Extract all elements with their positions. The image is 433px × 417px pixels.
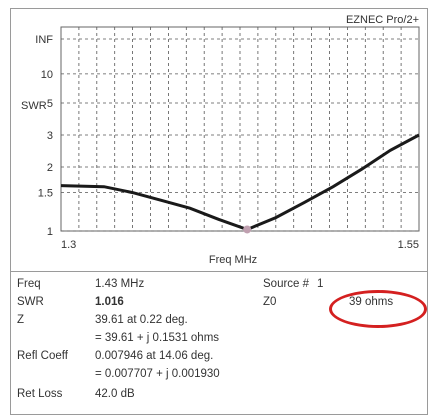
x-axis-label: Freq MHz bbox=[209, 254, 257, 266]
z-value-polar: 39.61 at 0.22 deg. bbox=[95, 314, 188, 326]
y-tick-label: 10 bbox=[41, 69, 53, 81]
y-tick-label: INF bbox=[35, 34, 53, 46]
z-label: Z bbox=[17, 314, 25, 326]
x-tick-label: 1.3 bbox=[61, 239, 76, 251]
source-label: Source # bbox=[263, 278, 310, 290]
y-tick-label: 3 bbox=[47, 130, 53, 142]
z0-highlight-ring bbox=[329, 290, 427, 328]
y-tick-labels: 1 1.5 2 3 5 10 INF bbox=[35, 34, 53, 238]
source-value: 1 bbox=[317, 278, 324, 290]
z0-label: Z0 bbox=[263, 296, 277, 308]
frequency-marker[interactable] bbox=[243, 225, 252, 234]
y-axis-label: SWR bbox=[21, 100, 47, 112]
freq-value: 1.43 MHz bbox=[95, 278, 145, 290]
swr-value: 1.016 bbox=[95, 296, 124, 308]
refl-coeff-rect: = 0.007707 + j 0.001930 bbox=[95, 368, 220, 380]
y-tick-label: 2 bbox=[47, 162, 53, 174]
swr-chart: 1 1.5 2 3 5 10 INF 1.3 1.55 EZNEC Pro/2+ SWR Fr… bbox=[21, 14, 420, 266]
eznec-swr-window: 1 1.5 2 3 5 10 INF 1.3 1.55 EZNEC Pro/2+ SWR Fr… bbox=[10, 8, 428, 415]
z-value-rect: = 39.61 + j 0.1531 ohms bbox=[95, 332, 220, 344]
info-panel: Freq 1.43 MHz Source # 1 SWR 1.016 Z0 39… bbox=[11, 272, 427, 414]
y-tick-label: 1 bbox=[47, 226, 53, 238]
return-loss-value: 42.0 dB bbox=[95, 388, 135, 400]
swr-label: SWR bbox=[17, 296, 44, 308]
brand-label: EZNEC Pro/2+ bbox=[346, 14, 419, 26]
refl-coeff-polar: 0.007946 at 14.06 deg. bbox=[95, 350, 214, 362]
return-loss-label: Ret Loss bbox=[17, 388, 63, 400]
y-tick-label: 5 bbox=[47, 98, 53, 110]
refl-coeff-label: Refl Coeff bbox=[17, 350, 68, 362]
freq-label: Freq bbox=[17, 278, 41, 290]
swr-plot-panel: 1 1.5 2 3 5 10 INF 1.3 1.55 EZNEC Pro/2+ SWR Fr… bbox=[11, 9, 427, 271]
x-tick-labels: 1.3 1.55 bbox=[61, 239, 419, 251]
panel-divider bbox=[11, 271, 427, 272]
y-tick-label: 1.5 bbox=[38, 188, 53, 200]
plot-grid bbox=[60, 26, 420, 232]
x-tick-label: 1.55 bbox=[398, 239, 419, 251]
